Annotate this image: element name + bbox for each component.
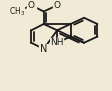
Bar xyxy=(51,38,63,48)
Bar xyxy=(39,45,49,53)
Text: O: O xyxy=(54,1,61,10)
Text: O: O xyxy=(28,1,35,10)
Text: $\mathregular{CH_3}$: $\mathregular{CH_3}$ xyxy=(9,5,25,18)
Text: N: N xyxy=(40,44,47,54)
Bar xyxy=(27,2,36,9)
Text: NH: NH xyxy=(50,38,64,47)
Bar xyxy=(12,7,24,16)
Bar xyxy=(53,2,62,9)
